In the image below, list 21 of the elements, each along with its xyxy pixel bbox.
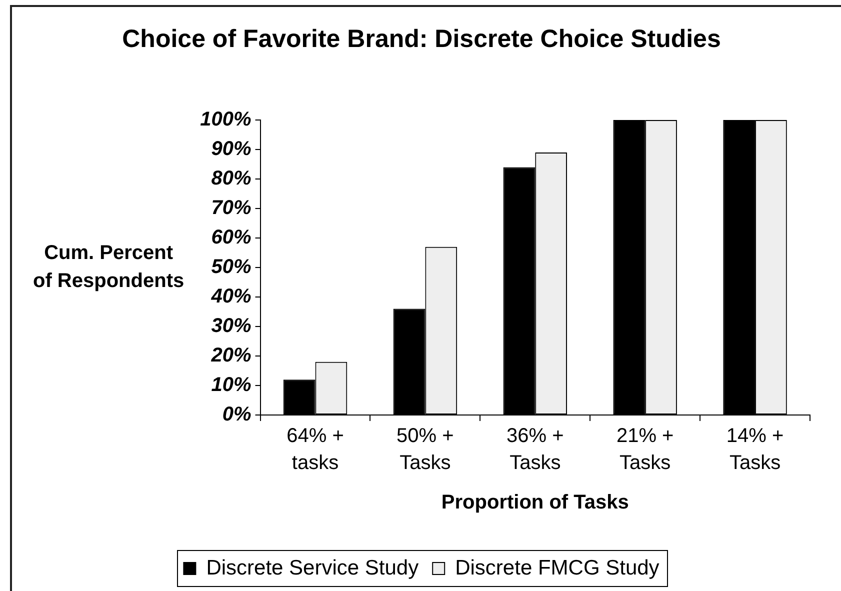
x-tick-label: 64% + tasks [286,425,344,474]
chart-title: Choice of Favorite Brand: Discrete Choice Studies [122,24,721,53]
y-tick-label: 20% [210,344,252,367]
legend-label: Discrete Service Study [206,556,420,580]
y-tick-label: 50% [211,256,252,278]
x-tick-label: 36% + Tasks [506,425,564,474]
y-tick-label: 0% [222,404,252,426]
y-tick-label: 80% [211,168,252,190]
y-tick-label: 40% [210,286,252,308]
x-tick-label: 14% + Tasks [726,425,784,474]
y-tick-label: 10% [211,374,252,396]
y-tick-label: 70% [211,197,252,220]
legend-label: Discrete FMCG Study [455,556,660,580]
x-tick-label: 50% + Tasks [396,425,454,474]
y-tick-label: 60% [211,226,252,249]
y-tick-label: 100% [200,108,252,131]
x-tick-label: 21% + Tasks [616,425,674,474]
x-axis-title: Proportion of Tasks [441,492,629,514]
y-axis-title: Cum. Percent of Respondents [32,242,184,292]
y-tick-label: 30% [211,315,252,338]
y-tick-label: 90% [211,138,252,160]
